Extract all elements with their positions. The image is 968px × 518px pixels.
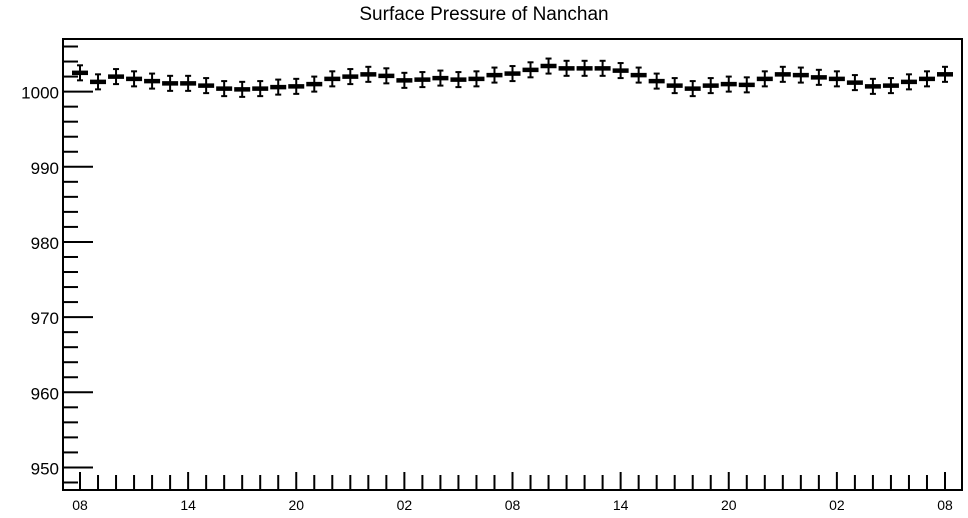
x-tick-label: 02: [397, 497, 413, 513]
data-point: [414, 71, 431, 89]
data-points: [72, 57, 953, 98]
y-tick-label: 990: [31, 159, 59, 178]
data-point: [684, 80, 701, 98]
y-axis: 950 960 970 980 990 1000: [21, 45, 93, 484]
data-point: [882, 77, 899, 95]
data-point: [756, 70, 773, 88]
data-point: [396, 71, 413, 89]
data-point: [937, 65, 953, 83]
x-tick-label: 08: [72, 497, 88, 513]
data-point: [576, 59, 593, 77]
data-point: [666, 77, 683, 95]
y-tick-label: 960: [31, 384, 59, 403]
data-point: [342, 68, 359, 86]
data-point: [306, 75, 323, 93]
data-point: [720, 75, 737, 93]
data-point: [864, 77, 881, 95]
data-point: [828, 70, 845, 88]
data-point: [468, 70, 485, 88]
y-tick-label: 950: [31, 459, 59, 478]
x-tick-label: 14: [180, 497, 196, 513]
data-point: [198, 77, 215, 95]
data-point: [90, 73, 107, 91]
data-point: [378, 67, 395, 85]
x-tick-label: 14: [613, 497, 629, 513]
data-point: [144, 72, 161, 90]
data-point: [432, 69, 449, 87]
data-point: [594, 59, 611, 77]
data-point: [360, 65, 377, 83]
data-point: [252, 80, 269, 98]
x-axis: 08 14 20 02 08 14 20 02 08: [72, 472, 953, 513]
plot-frame: [62, 38, 963, 491]
x-tick-label: 08: [937, 497, 953, 513]
data-point: [162, 74, 179, 92]
data-point: [180, 74, 197, 92]
data-point: [288, 77, 305, 95]
data-point: [738, 76, 755, 94]
data-point: [324, 70, 341, 88]
data-point: [486, 66, 503, 84]
data-point: [630, 66, 647, 84]
x-tick-label: 20: [721, 497, 737, 513]
data-point: [792, 66, 809, 84]
data-point: [126, 70, 143, 88]
data-point: [702, 77, 719, 95]
y-tick-label: 980: [31, 234, 59, 253]
y-tick-label: 970: [31, 309, 59, 328]
data-point: [234, 80, 251, 98]
chart-title: Surface Pressure of Nanchan: [359, 4, 609, 25]
x-tick-label: 08: [505, 497, 521, 513]
data-point: [504, 65, 521, 83]
data-point: [846, 74, 863, 92]
data-point: [612, 62, 629, 80]
x-tick-label: 02: [829, 497, 845, 513]
y-tick-label: 1000: [21, 84, 59, 103]
data-point: [558, 59, 575, 77]
data-point: [522, 61, 539, 79]
data-point: [774, 65, 791, 83]
x-tick-label: 20: [288, 497, 304, 513]
data-point: [216, 80, 233, 98]
data-point: [72, 64, 88, 82]
data-point: [900, 73, 917, 91]
data-point: [450, 71, 467, 89]
data-point: [810, 68, 827, 86]
data-point: [540, 57, 557, 75]
data-point: [648, 72, 665, 90]
data-point: [918, 70, 935, 88]
data-point: [108, 68, 125, 86]
data-point: [270, 78, 287, 96]
